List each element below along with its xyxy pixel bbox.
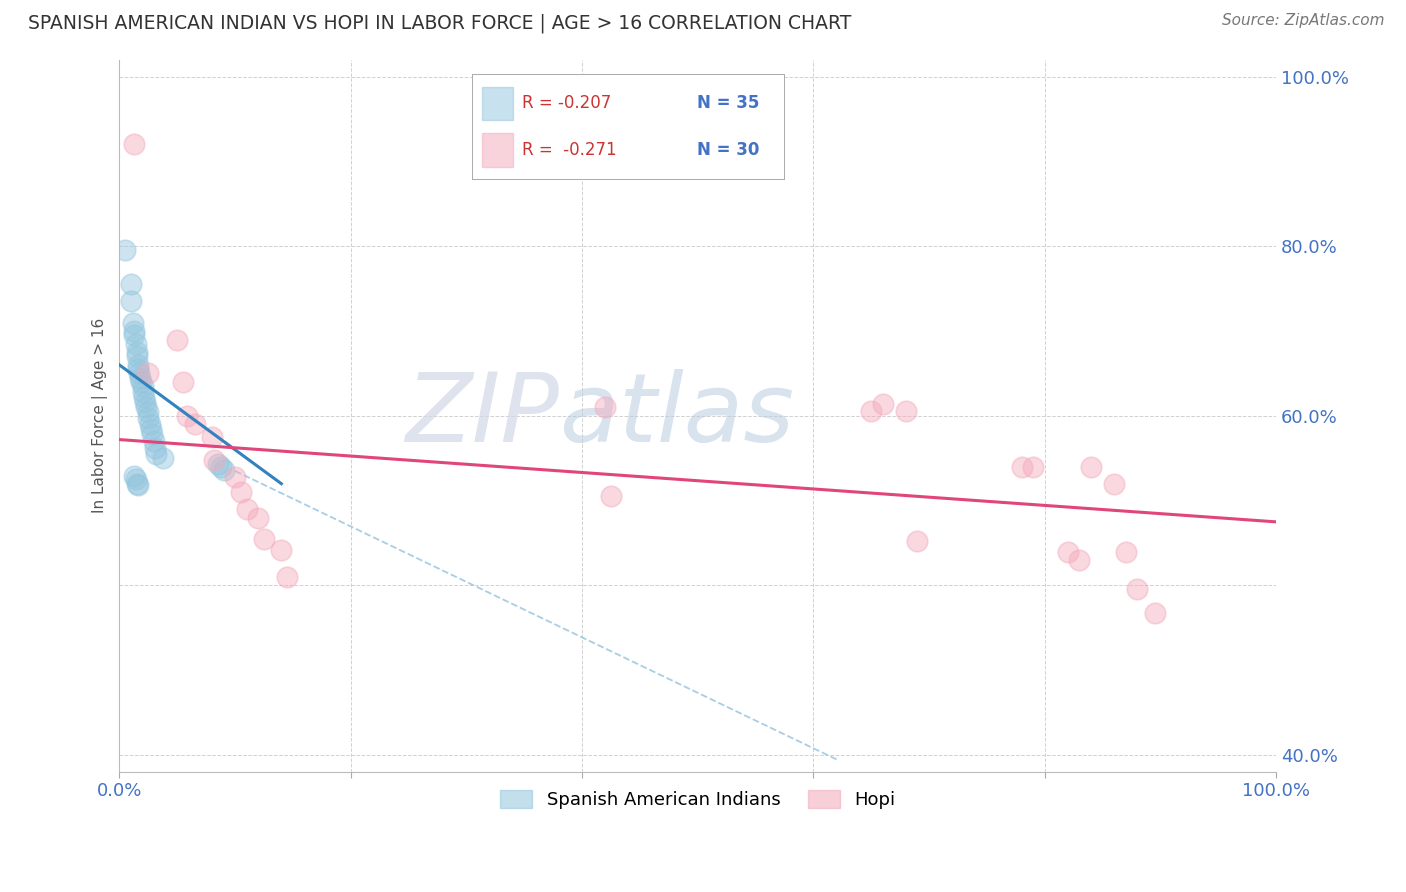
Point: [253, 532, 276, 546]
Point: [124, 137, 146, 152]
Point: [145, 447, 167, 461]
Point: [127, 478, 149, 492]
Point: [125, 350, 148, 364]
Point: [229, 485, 252, 500]
Text: ZIP: ZIP: [405, 369, 560, 462]
Point: [212, 463, 235, 477]
Point: [120, 277, 142, 292]
Point: [202, 453, 225, 467]
Point: [124, 473, 146, 487]
Point: [138, 367, 160, 381]
Point: [1115, 544, 1137, 558]
Point: [1143, 606, 1166, 620]
Legend: Spanish American Indians, Hopi: Spanish American Indians, Hopi: [492, 782, 903, 816]
Point: [131, 379, 153, 393]
Point: [894, 403, 917, 417]
Point: [139, 421, 162, 435]
Point: [124, 324, 146, 338]
Point: [1011, 459, 1033, 474]
Point: [129, 370, 152, 384]
Text: Source: ZipAtlas.com: Source: ZipAtlas.com: [1222, 13, 1385, 29]
Point: [138, 417, 160, 432]
Text: SPANISH AMERICAN INDIAN VS HOPI IN LABOR FORCE | AGE > 16 CORRELATION CHART: SPANISH AMERICAN INDIAN VS HOPI IN LABOR…: [28, 13, 852, 33]
Point: [131, 375, 153, 389]
Point: [138, 404, 160, 418]
Point: [176, 409, 198, 423]
Point: [134, 395, 156, 409]
Point: [600, 490, 623, 504]
Point: [1080, 459, 1102, 474]
Point: [122, 316, 145, 330]
Point: [907, 534, 929, 549]
Point: [152, 451, 174, 466]
Point: [125, 345, 148, 359]
Point: [1126, 582, 1149, 596]
Point: [270, 542, 292, 557]
Point: [141, 427, 163, 442]
Point: [1056, 544, 1078, 558]
Point: [114, 244, 136, 258]
Point: [247, 510, 270, 524]
Point: [872, 397, 894, 411]
Point: [132, 390, 155, 404]
Point: [207, 457, 229, 471]
Point: [124, 336, 146, 351]
Point: [131, 385, 153, 400]
Point: [124, 469, 146, 483]
Point: [235, 502, 257, 516]
Point: [1102, 476, 1125, 491]
Point: [276, 570, 298, 584]
Point: [209, 459, 232, 474]
Point: [128, 367, 150, 381]
Point: [135, 401, 157, 415]
Point: [166, 333, 188, 347]
Point: [1022, 459, 1045, 474]
Point: [593, 401, 616, 415]
Y-axis label: In Labor Force | Age > 16: In Labor Force | Age > 16: [93, 318, 108, 514]
Point: [224, 470, 246, 484]
Point: [143, 441, 166, 455]
Point: [143, 434, 166, 449]
Text: atlas: atlas: [560, 369, 794, 462]
Point: [183, 417, 205, 432]
Point: [172, 375, 194, 389]
Point: [201, 430, 224, 444]
Point: [860, 403, 883, 417]
Point: [127, 358, 149, 372]
Point: [125, 476, 148, 491]
Point: [120, 294, 142, 309]
Point: [138, 410, 160, 425]
Point: [1069, 553, 1091, 567]
Point: [124, 328, 146, 343]
Point: [127, 362, 149, 376]
